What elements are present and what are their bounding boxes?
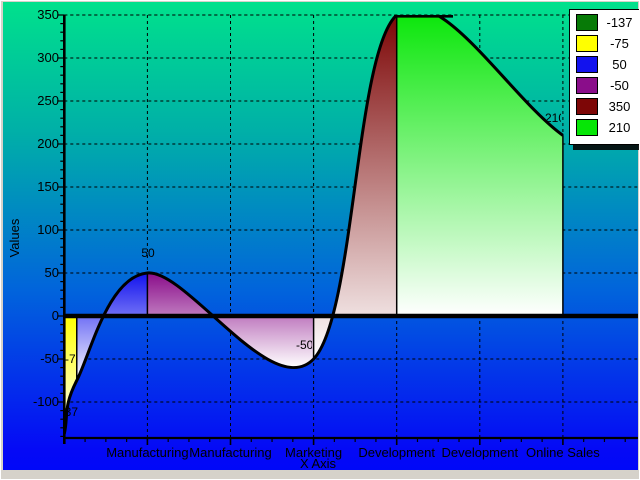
legend-item[interactable]: -75: [573, 35, 639, 52]
point-label: -75: [65, 352, 75, 366]
y-tick-label: 250: [37, 93, 59, 108]
point-label: -137: [64, 405, 79, 419]
y-tick-label: 200: [37, 136, 59, 151]
legend-swatch: [576, 14, 598, 31]
y-tick-label: 300: [37, 50, 59, 65]
x-category-label: Marketing: [285, 445, 343, 460]
legend-label: 50: [612, 57, 627, 72]
y-tick-label: -100: [32, 394, 59, 409]
legend-item[interactable]: 50: [573, 56, 639, 73]
legend-label: 210: [608, 120, 631, 135]
area-segment: [396, 15, 563, 316]
y-tick-label: 0: [51, 308, 59, 323]
point-label: -50: [296, 338, 312, 352]
y-tick-label: 150: [37, 179, 59, 194]
legend-label: -50: [610, 78, 629, 93]
x-category-label: Online Sales: [526, 445, 600, 460]
legend-swatch: [576, 77, 598, 94]
legend-item[interactable]: 210: [573, 119, 639, 136]
legend-item[interactable]: -137: [573, 14, 639, 31]
legend-swatch: [576, 119, 598, 136]
legend-item[interactable]: -50: [573, 77, 639, 94]
legend-swatch: [576, 56, 598, 73]
legend-label: 350: [608, 99, 631, 114]
x-category-label: Development: [358, 445, 435, 460]
x-category-label: Manufacturing: [189, 445, 272, 460]
x-category-label: Manufacturing: [106, 445, 189, 460]
y-tick-label: 350: [37, 7, 59, 22]
x-axis-title: X Axis: [299, 456, 337, 471]
legend-swatch: [576, 98, 598, 115]
area-segment: [76, 273, 148, 381]
y-tick-label: 100: [37, 222, 59, 237]
legend: -137 -75 50 -50 350 210: [569, 9, 639, 145]
point-label: 50: [141, 246, 155, 260]
legend-label: -137: [606, 15, 633, 30]
x-category-label: Development: [441, 445, 519, 460]
y-axis-title: Values: [7, 218, 22, 258]
legend-swatch: [576, 35, 598, 52]
y-tick-label: 50: [44, 265, 59, 280]
spline-curve: [63, 15, 564, 435]
legend-item[interactable]: 350: [573, 98, 639, 115]
point-label: 210: [545, 111, 561, 125]
y-tick-label: -50: [40, 351, 59, 366]
legend-label: -75: [610, 36, 629, 51]
